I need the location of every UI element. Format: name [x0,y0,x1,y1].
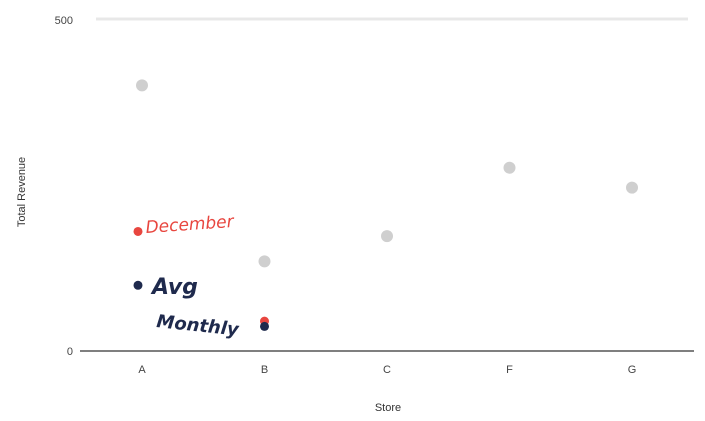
annotation-monthly: Monthly [155,311,240,341]
data-point-a [136,79,148,92]
data-point-g [626,181,638,194]
y-axis-title: Total Revenue [16,157,28,227]
x-tick-label-a: A [138,364,146,376]
annotation-avg: Avg [150,275,198,300]
y-tick-label-bottom: 0 [67,346,73,358]
annotation-marker-2 [133,280,143,290]
y-tick-label-top: 500 [55,15,73,27]
x-axis-title: Store [375,402,401,414]
data-points [136,79,638,268]
annotation-december: December [145,212,235,238]
x-tick-label-c: C [383,364,391,376]
data-point-c [381,230,393,243]
x-tick-label-b: B [261,364,268,376]
annotation-markers [133,226,269,331]
annotation-marker-4 [260,321,269,331]
annotation-marker-1 [133,226,143,236]
x-tick-label-f: F [506,364,513,376]
data-point-b [258,255,271,268]
x-tick-label-g: G [628,364,637,376]
data-point-f [503,161,516,174]
